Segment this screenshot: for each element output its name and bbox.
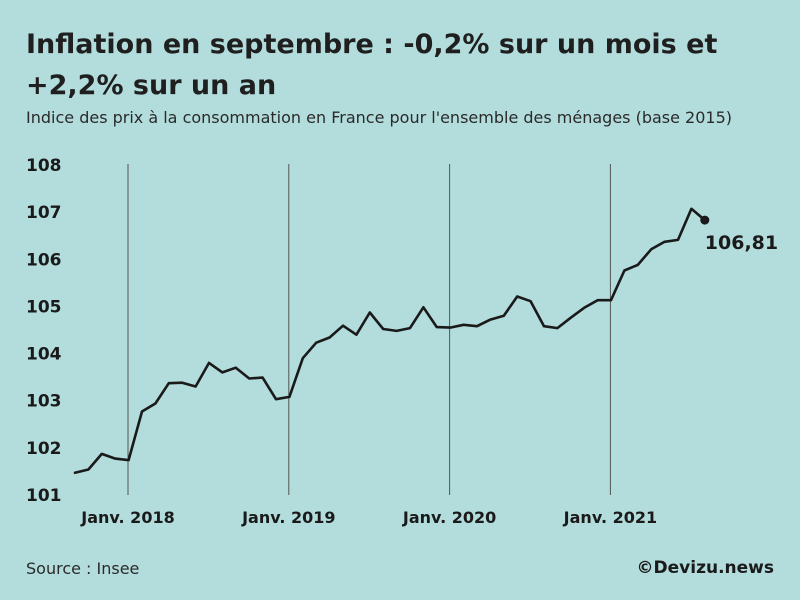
series-line	[73, 207, 707, 475]
chart-subtitle: Indice des prix à la consommation en Fra…	[26, 108, 733, 127]
y-tick-label: 107	[26, 203, 62, 223]
y-axis: 101 102 103 104 105 106 107 108	[26, 156, 62, 506]
credit-link[interactable]: ©Devizu.news	[636, 558, 774, 578]
page-title: Inflation en septembre : -0,2% sur un mo…	[26, 29, 718, 101]
last-value-label: 106,81	[705, 232, 778, 254]
x-tick-label: Janv. 2021	[563, 508, 657, 527]
x-tick-label: Janv. 2019	[241, 508, 335, 527]
y-tick-label: 103	[26, 392, 62, 412]
y-tick-label: 101	[26, 486, 62, 506]
y-tick-label: 105	[26, 297, 62, 317]
source-note: Source : Insee	[26, 559, 140, 578]
y-tick-label: 104	[26, 345, 62, 365]
y-tick-label: 106	[26, 250, 62, 270]
x-tick-label: Janv. 2020	[402, 508, 496, 527]
last-point-marker	[700, 215, 710, 225]
y-tick-label: 108	[26, 156, 62, 176]
year-markers: Janv. 2018 Janv. 2019 Janv. 2020 Janv. 2021	[80, 164, 657, 527]
series-group: 106,81	[73, 207, 778, 475]
x-tick-label: Janv. 2018	[80, 508, 174, 527]
y-tick-label: 102	[26, 439, 62, 459]
